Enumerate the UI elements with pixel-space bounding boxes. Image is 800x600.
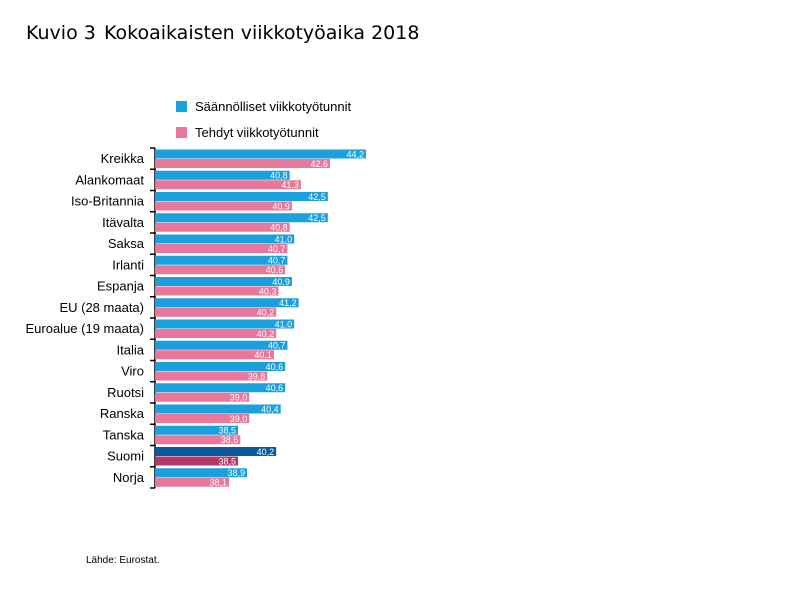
data-label: 41,0 — [275, 234, 293, 244]
legend-label-actual: Tehdyt viikkotyötunnit — [195, 124, 319, 140]
legend-swatch-regular — [176, 100, 187, 112]
bar-regular — [155, 447, 277, 456]
chart-title: Kuvio 3 Kokoaikaisten viikkotyöaika 2018 — [26, 22, 419, 44]
bar-actual — [155, 477, 230, 487]
data-label: 38,1 — [210, 478, 228, 488]
bar-regular — [155, 319, 295, 329]
legend-label-regular: Säännölliset viikkotyötunnit — [195, 98, 352, 114]
data-label: 40,2 — [257, 447, 275, 457]
data-label: 40,8 — [270, 171, 288, 181]
data-label: 40,6 — [266, 362, 284, 372]
bar-actual — [155, 350, 274, 360]
category-label: Norja — [113, 470, 145, 485]
bar-regular — [155, 192, 328, 201]
category-label: Kreikka — [101, 151, 145, 166]
bar-actual — [155, 307, 277, 317]
category-label: Saksa — [108, 236, 145, 251]
bar-regular — [155, 213, 328, 223]
source-note: Lähde: Eurostat. — [86, 555, 160, 566]
legend-item-actual: Tehdyt viikkotyötunnit — [176, 123, 351, 141]
category-label: Tanska — [103, 427, 145, 442]
bar-regular — [155, 340, 288, 350]
bar-regular — [155, 425, 239, 435]
bar-actual — [155, 414, 250, 423]
bar-actual — [155, 180, 301, 190]
bar-actual — [155, 329, 277, 338]
data-label: 42,5 — [308, 192, 326, 202]
legend-swatch-actual — [176, 126, 187, 138]
bar-actual — [155, 392, 250, 402]
category-label: Viro — [121, 364, 144, 379]
category-label: Ruotsi — [107, 385, 144, 400]
data-label: 40,9 — [272, 277, 290, 287]
bar-actual — [155, 244, 288, 253]
data-label: 40,8 — [270, 223, 288, 233]
data-label: 40,9 — [272, 201, 290, 211]
data-label: 39,0 — [230, 393, 248, 403]
category-label: Italia — [117, 342, 145, 357]
data-label: 41,2 — [279, 298, 297, 308]
bar-regular — [155, 404, 281, 414]
legend-item-regular: Säännölliset viikkotyötunnit — [176, 97, 351, 115]
data-label: 41,0 — [275, 319, 293, 329]
bar-regular — [155, 170, 290, 180]
category-label: Itävalta — [102, 215, 145, 230]
bar-actual — [155, 159, 331, 168]
bar-regular — [155, 234, 295, 244]
legend: Säännölliset viikkotyötunnit Tehdyt viik… — [176, 97, 351, 149]
bar-regular — [155, 468, 248, 478]
category-label: Espanja — [97, 279, 145, 294]
category-label: Alankomaat — [75, 172, 144, 187]
data-label: 41,3 — [281, 180, 299, 190]
title-text: Kokoaikaisten viikkotyöaika 2018 — [104, 22, 420, 44]
figure-number: Kuvio 3 — [26, 22, 96, 44]
category-label: Euroalue (19 maata) — [25, 321, 144, 336]
category-label: Iso-Britannia — [71, 194, 145, 209]
data-label: 40,3 — [259, 286, 277, 296]
bar-regular — [155, 255, 288, 265]
bar-regular — [155, 149, 366, 159]
data-label: 40,6 — [266, 383, 284, 393]
data-label: 38,5 — [219, 426, 237, 436]
data-label: 38,9 — [228, 468, 246, 478]
data-label: 38,6 — [221, 435, 239, 445]
bar-actual — [155, 435, 241, 445]
bar-actual — [155, 286, 279, 296]
bar-actual — [155, 222, 290, 232]
bar-actual — [155, 371, 268, 381]
data-label: 40,1 — [254, 350, 272, 360]
data-label: 40,2 — [257, 329, 275, 339]
data-label: 40,7 — [268, 244, 286, 254]
category-label: Ranska — [100, 406, 145, 421]
data-label: 44,2 — [346, 149, 364, 159]
data-label: 39,0 — [230, 414, 248, 424]
bar-regular — [155, 277, 292, 286]
data-label: 40,2 — [257, 308, 275, 318]
bar-regular — [155, 362, 286, 371]
category-label: Irlanti — [112, 257, 144, 272]
data-label: 40,7 — [268, 256, 286, 266]
bar-actual — [155, 201, 292, 211]
data-label: 40,6 — [266, 265, 284, 275]
data-label: 38,5 — [219, 456, 237, 466]
category-label: EU (28 maata) — [59, 300, 144, 315]
bar-actual — [155, 456, 239, 466]
data-label: 42,6 — [311, 159, 329, 169]
data-label: 39,8 — [248, 371, 266, 381]
bar-actual — [155, 265, 286, 275]
bar-regular — [155, 298, 299, 308]
data-label: 42,5 — [308, 213, 326, 223]
data-label: 40,7 — [268, 341, 286, 351]
bar-regular — [155, 383, 286, 393]
data-label: 40,4 — [261, 404, 279, 414]
category-label: Suomi — [107, 449, 144, 464]
